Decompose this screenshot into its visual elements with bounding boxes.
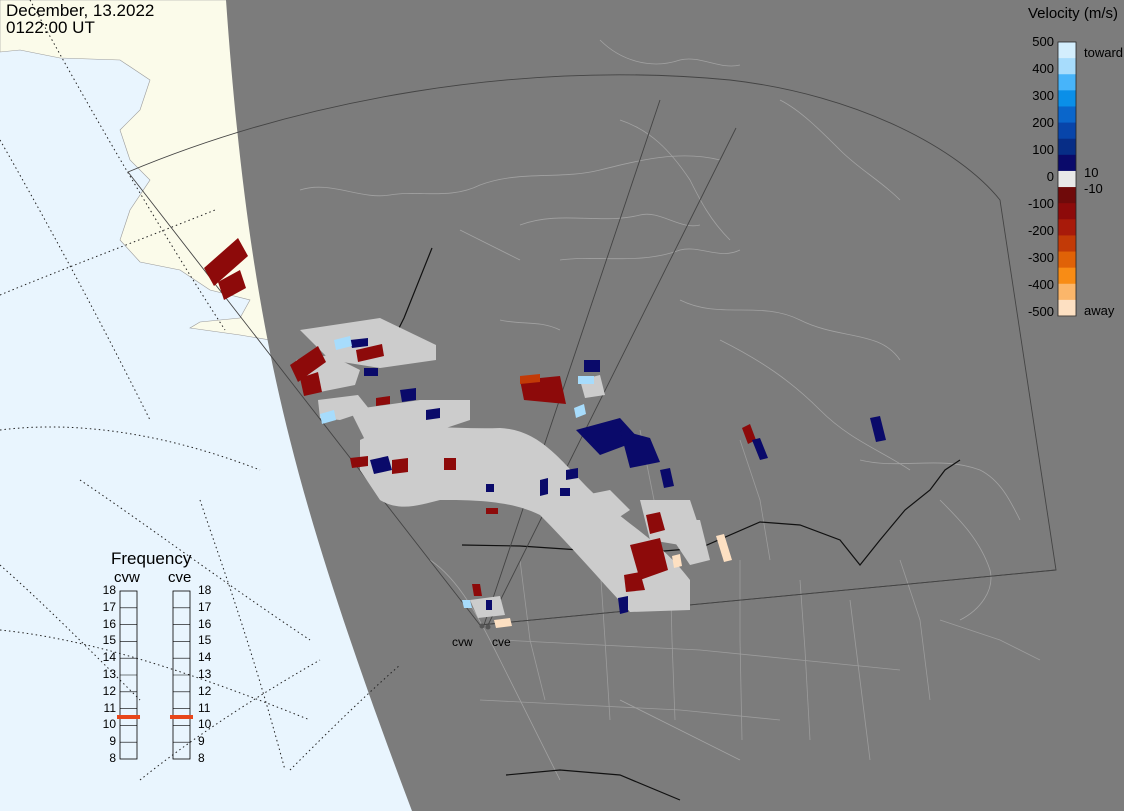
frequency-cve-label: cve (168, 569, 192, 586)
colorbar-border (1057, 41, 1077, 317)
frequency-tick-right: 9 (198, 734, 205, 749)
colorbar-segment (1058, 58, 1076, 75)
date-label: December, 13.2022 (6, 1, 155, 20)
frequency-marker (117, 715, 140, 719)
colorbar-tick-label: 500 (1032, 34, 1054, 49)
peach-gates (494, 534, 732, 628)
frequency-tick-right: 13 (198, 667, 212, 681)
radar-label-cvw: cvw (452, 635, 473, 649)
frequency-tick-right: 18 (198, 583, 212, 597)
time-label: 0122:00 UT (6, 18, 95, 37)
lightblue-gates (320, 336, 594, 608)
colorbar-pos-threshold: 10 (1084, 165, 1099, 180)
radar-site-cvw (479, 623, 485, 629)
colorbar-tick-label: 300 (1032, 88, 1054, 103)
colorbar-tick-label: 400 (1032, 61, 1054, 76)
frequency-tick-right: 16 (198, 616, 212, 631)
frequency-tick-left: 15 (102, 633, 116, 648)
colorbar-segment (1058, 267, 1076, 285)
frequency-tick-right: 15 (198, 633, 212, 648)
frequency-tick-left: 11 (103, 700, 116, 715)
coastlines (299, 39, 1021, 781)
colorbar-tick-label: -200 (1027, 223, 1054, 238)
colorbar-away-label: away (1084, 303, 1115, 318)
frequency-tick-right: 10 (198, 717, 212, 732)
frequency-tick-left: 17 (102, 599, 116, 614)
frequency-marker (170, 715, 193, 719)
night-shade (226, 0, 1124, 811)
frequency-tick-right: 11 (198, 700, 211, 715)
colorbar-tick-label: -100 (1027, 196, 1054, 211)
colorbar-segment (1058, 170, 1076, 188)
velocity-colorbar (1057, 41, 1077, 317)
colorbar-title: Velocity (m/s) (1027, 5, 1118, 22)
colorbar-segment (1058, 154, 1076, 172)
colorbar-toward-label: toward (1084, 45, 1124, 60)
orange-gates (520, 374, 540, 384)
colorbar-segment (1058, 90, 1076, 107)
blue-gates (350, 338, 886, 614)
frequency-cvw-label: cvw (114, 569, 140, 586)
colorbar-tick-label: 100 (1032, 142, 1054, 157)
frequency-tick-right: 17 (198, 599, 212, 614)
colorbar-segment (1058, 74, 1076, 91)
frequency-tick-right: 8 (198, 751, 205, 765)
colorbar-neg-threshold: -10 (1084, 181, 1103, 196)
colorbar-segment (1058, 219, 1076, 236)
frequency-tick-left: 12 (102, 683, 116, 698)
colorbar-segment (1058, 122, 1076, 140)
red-gates (204, 238, 756, 596)
colorbar-tick-label: 200 (1032, 115, 1054, 130)
colorbar-tick-label: -300 (1027, 250, 1054, 265)
colorbar-tick-label: -500 (1027, 304, 1054, 319)
colorbar-tick-label: -400 (1027, 277, 1054, 292)
frequency-tick-left: 18 (102, 583, 116, 597)
colorbar-segment (1058, 299, 1076, 317)
colorbar-segment (1058, 187, 1076, 204)
frequency-tick-left: 8 (109, 751, 116, 765)
colorbar-segment (1058, 283, 1076, 301)
frequency-tick-left: 16 (102, 616, 116, 631)
frequency-tick-right: 12 (198, 683, 212, 698)
colorbar-segment (1058, 106, 1076, 124)
colorbar-segment (1058, 42, 1076, 59)
colorbar-segment (1058, 138, 1076, 156)
colorbar-segment (1058, 235, 1076, 253)
radar-label-cve: cve (492, 635, 511, 649)
frequency-panels (117, 590, 193, 760)
colorbar-segment (1058, 251, 1076, 269)
frequency-tick-right: 14 (198, 650, 212, 665)
frequency-tick-left: 14 (102, 650, 116, 665)
state-boundaries (479, 429, 1041, 761)
radar-fov (127, 74, 1057, 626)
lat-lon-grid (0, 0, 401, 781)
frequency-tick-left: 10 (102, 717, 116, 732)
radar-site-cve (485, 624, 491, 630)
frequency-tick-left: 13 (102, 667, 116, 681)
frequency-tick-left: 9 (109, 734, 116, 749)
frequency-title: Frequency (111, 549, 192, 568)
colorbar-tick-label: 0 (1046, 169, 1054, 184)
colorbar-segment (1058, 203, 1076, 220)
gray-gates (296, 318, 710, 618)
